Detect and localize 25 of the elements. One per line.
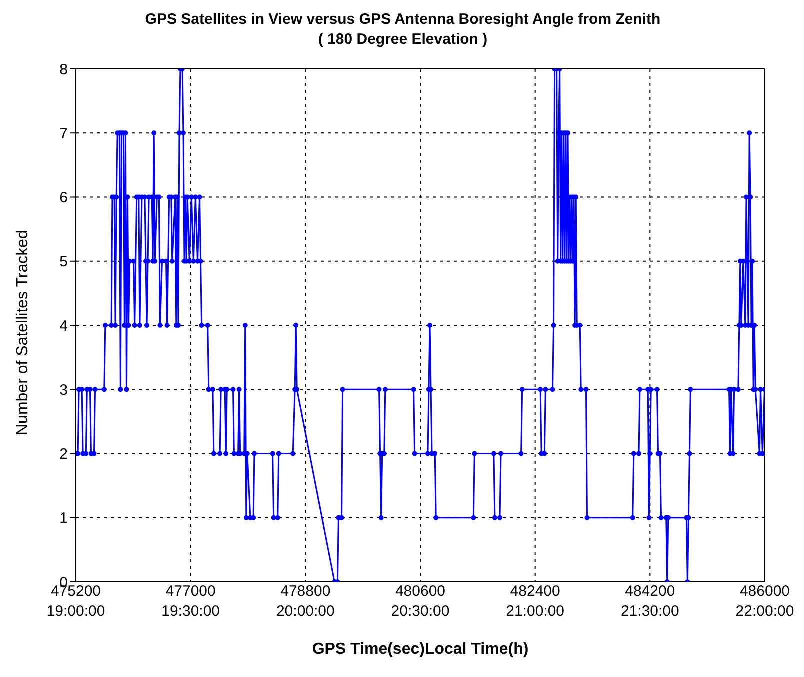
x2-tick-label: 21:30:00	[620, 603, 680, 620]
y-tick-label: 1	[60, 510, 68, 528]
x2-tick-label: 21:00:00	[506, 603, 565, 620]
x-tick-label: 477000	[166, 583, 216, 600]
x-tick-label: 478800	[280, 583, 331, 600]
x2-tick-label: 19:00:00	[46, 603, 106, 620]
y-tick-label: 5	[60, 254, 68, 271]
y-tick-label: 4	[60, 318, 68, 335]
x-tick-label: 484200	[625, 583, 676, 600]
x-tick-label: 486000	[740, 583, 790, 600]
x-tick-label: 482400	[510, 583, 560, 600]
y-tick-label: 6	[60, 190, 68, 207]
y-tick-label: 8	[60, 61, 68, 78]
y-tick-label: 3	[60, 382, 68, 399]
x2-tick-label: 20:30:00	[391, 603, 450, 620]
chart-title: GPS Satellites in View versus GPS Antenna Boresight Angle from Zenith	[144, 10, 662, 30]
chart-subtitle: ( 180 Degree Elevation )	[317, 30, 489, 50]
x2-tick-label: 19:30:00	[162, 603, 220, 620]
x2-tick-label: 20:00:00	[276, 603, 335, 620]
y-tick-label: 7	[60, 125, 68, 142]
y-axis-title: Number of Satellites Tracked	[14, 230, 32, 436]
y-tick-label: 2	[60, 446, 68, 464]
x2-tick-label: 22:00:00	[736, 603, 794, 620]
x-axis-title: GPS Time(sec)Local Time(h)	[312, 641, 529, 658]
x-tick-label: 480600	[395, 583, 446, 600]
